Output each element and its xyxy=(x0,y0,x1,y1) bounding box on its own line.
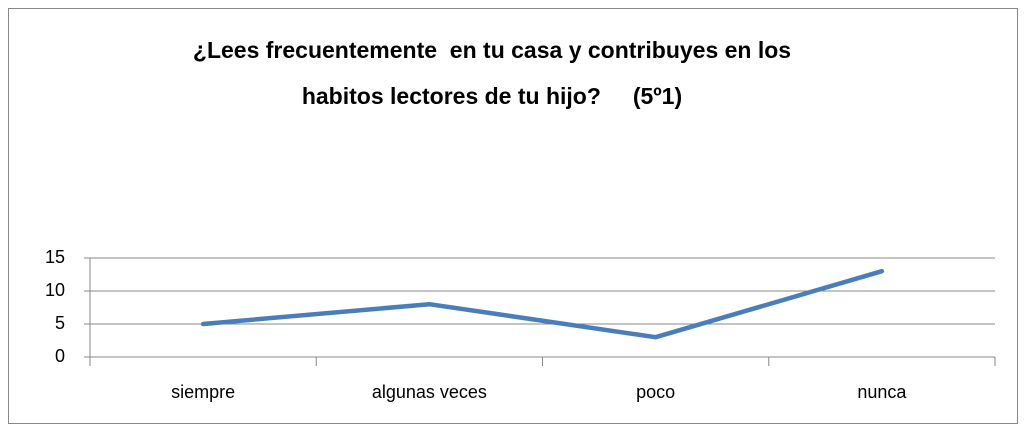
chart-title-line: habitos lectores de tu hijo? (5º1) xyxy=(302,83,682,109)
x-tick-label: poco xyxy=(636,382,675,402)
y-tick-label: 10 xyxy=(45,280,65,300)
x-tick-label: algunas veces xyxy=(372,382,487,402)
y-tick-label: 5 xyxy=(55,313,65,333)
x-tick-label: siempre xyxy=(171,382,235,402)
y-tick-label: 15 xyxy=(45,247,65,267)
chart-border xyxy=(8,8,1018,424)
x-tick-label: nunca xyxy=(857,382,907,402)
y-tick-label: 0 xyxy=(55,346,65,366)
line-series xyxy=(200,268,885,340)
chart-title-line: ¿Lees frecuentemente en tu casa y contri… xyxy=(193,37,791,63)
